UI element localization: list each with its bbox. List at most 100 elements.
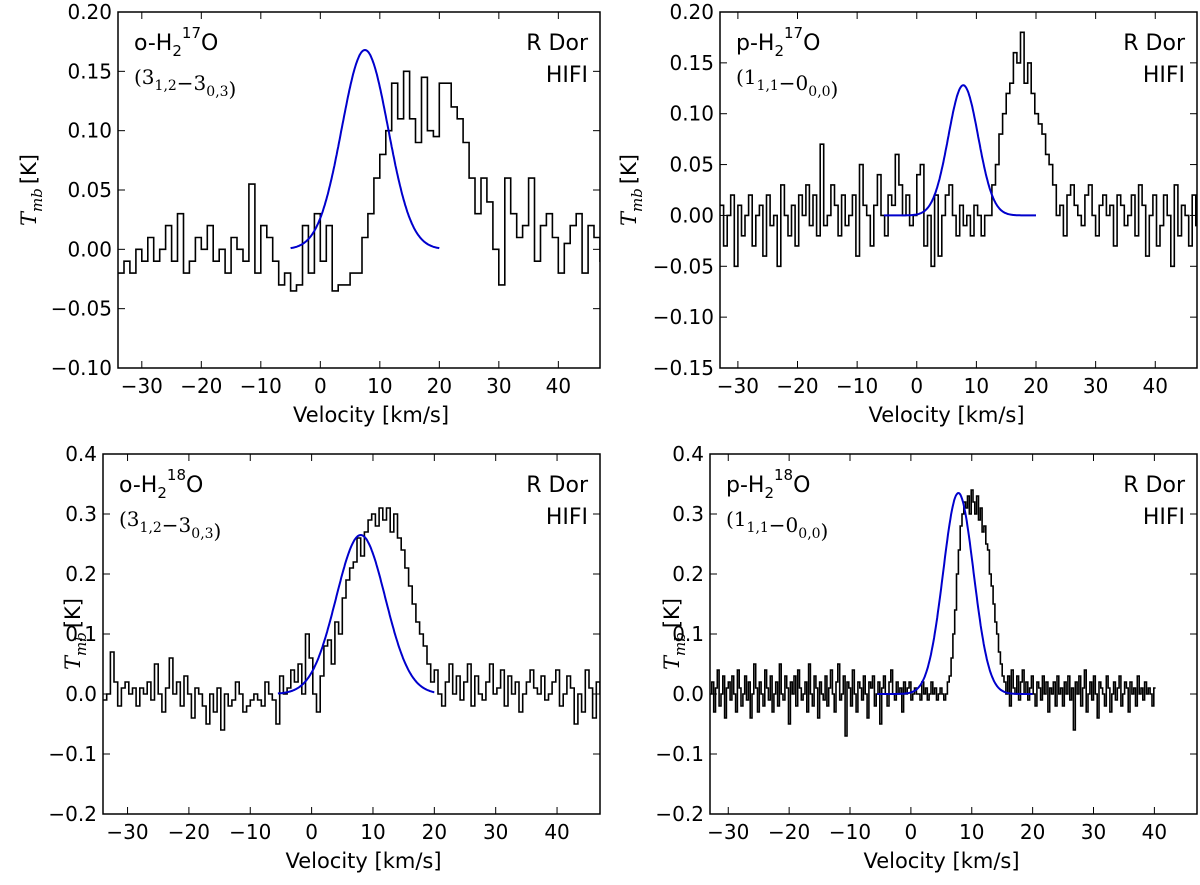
x-tick-label: 0: [910, 374, 923, 398]
instrument-label: HIFI: [1143, 63, 1185, 88]
x-tick-label: −10: [240, 374, 282, 398]
panel-4: −30 −20 −10 0 10 20 30 40 −0.2 −0.1 0.0 0.1 0.2 0.3 0.…: [655, 442, 1198, 873]
y-tick-label: 0.20: [67, 0, 112, 24]
panel-1: −30 −20 −10 0 10 20 30 40 −0.10 −0.05 0.00 0.05 0.10…: [17, 0, 601, 427]
y-tick-label: −0.05: [51, 297, 112, 321]
x-tick-label: 10: [367, 374, 392, 398]
y-tick-label: 0.20: [669, 0, 714, 24]
instrument-label: HIFI: [546, 505, 588, 530]
y-tick-label: −0.1: [48, 742, 97, 766]
y-tick-label: 0.2: [672, 562, 704, 586]
y-tick-label: 0.1: [65, 622, 97, 646]
x-tick-label: 40: [544, 820, 569, 844]
y-tick-label: 0.4: [65, 442, 97, 466]
fit-line: [884, 84, 1036, 217]
y-tick-label: 0.3: [65, 502, 97, 526]
y-tick-label: −0.2: [655, 802, 704, 826]
y-axis-label: Tmb[K]: [660, 598, 689, 670]
plot-frame: [102, 453, 601, 815]
x-tick-label: 10: [959, 820, 984, 844]
x-tick-label: −30: [121, 374, 163, 398]
species-label: p-H217O: [736, 24, 820, 60]
plot-frame: [709, 453, 1198, 815]
x-tick-label: −20: [776, 374, 818, 398]
x-tick-label: −20: [180, 374, 222, 398]
x-tick-label: 0: [314, 374, 327, 398]
y-axis-label: Tmb[K]: [17, 154, 46, 226]
y-tick-label: 0.05: [67, 178, 112, 202]
x-axis-label: Velocity [km/s]: [285, 849, 441, 873]
species-label: o-H218O: [119, 466, 203, 502]
x-tick-label: −10: [229, 820, 271, 844]
fit-line: [277, 533, 435, 695]
x-tick-label: 0: [305, 820, 318, 844]
x-tick-label: 20: [1023, 374, 1048, 398]
y-tick-label: 0.4: [672, 442, 704, 466]
transition-label: (11,1−00,0): [736, 65, 838, 101]
species-label: p-H218O: [726, 466, 810, 502]
y-tick-label: 0.2: [65, 562, 97, 586]
x-tick-label: 20: [422, 820, 447, 844]
y-tick-label: −0.10: [653, 305, 714, 329]
x-tick-label: 20: [1020, 820, 1045, 844]
source-label: R Dor: [526, 31, 589, 56]
x-tick-label: 30: [483, 820, 508, 844]
x-tick-label: 30: [486, 374, 511, 398]
x-axis-label: Velocity [km/s]: [863, 849, 1019, 873]
species-label: o-H217O: [134, 24, 218, 60]
y-axis-label: Tmb[K]: [617, 154, 646, 226]
transition-label: (31,2−30,3): [119, 507, 221, 543]
y-tick-label: 0.15: [669, 51, 714, 75]
x-tick-label: −30: [707, 820, 749, 844]
spectrum-line: [103, 507, 600, 731]
x-tick-label: −20: [768, 820, 810, 844]
y-tick-label: 0.10: [669, 102, 714, 126]
y-tick-label: 0.15: [67, 59, 112, 83]
y-tick-label: −0.05: [653, 254, 714, 278]
plot-frame: [719, 11, 1198, 369]
transition-label: (31,2−30,3): [134, 65, 236, 101]
x-tick-label: −10: [836, 374, 878, 398]
x-tick-label: 10: [360, 820, 385, 844]
y-tick-label: −0.10: [51, 356, 112, 380]
y-axis-label: Tmb[K]: [61, 598, 90, 670]
y-tick-label: 0.10: [67, 119, 112, 143]
x-axis-label: Velocity [km/s]: [868, 403, 1024, 427]
x-tick-label: 0: [905, 820, 918, 844]
fit-line: [877, 491, 1033, 695]
source-label: R Dor: [526, 473, 589, 498]
y-tick-label: −0.2: [48, 802, 97, 826]
panel-3: −30 −20 −10 0 10 20 30 40 −0.2 −0.1 0.0 0.1 0.2 0.3 0.…: [48, 442, 601, 873]
y-tick-label: 0.05: [669, 153, 714, 177]
y-tick-label: 0.00: [669, 203, 714, 227]
y-tick-label: 0.00: [67, 237, 112, 261]
transition-label: (11,1−00,0): [726, 507, 828, 543]
x-tick-label: −10: [829, 820, 871, 844]
x-tick-label: 40: [546, 374, 571, 398]
instrument-label: HIFI: [546, 63, 588, 88]
x-tick-label: 30: [1083, 374, 1108, 398]
x-tick-label: 40: [1143, 374, 1168, 398]
y-tick-label: 0.3: [672, 502, 704, 526]
spectrum-line: [720, 31, 1197, 268]
spectrum-line: [118, 70, 600, 292]
y-tick-label: 0.0: [672, 682, 704, 706]
plot-frame: [117, 11, 601, 369]
panel-2: −30 −20 −10 0 10 20 30 40 −0.15 −0.10 −0.05 0.00 0.0…: [617, 0, 1198, 427]
source-label: R Dor: [1123, 31, 1186, 56]
spectrum-line: [710, 489, 1156, 737]
instrument-label: HIFI: [1143, 505, 1185, 530]
fit-line: [290, 48, 440, 250]
x-tick-label: 10: [964, 374, 989, 398]
x-axis-label: Velocity [km/s]: [293, 403, 449, 427]
x-tick-label: 30: [1081, 820, 1106, 844]
x-tick-label: −30: [717, 374, 759, 398]
source-label: R Dor: [1123, 473, 1186, 498]
y-tick-label: 0.1: [672, 622, 704, 646]
x-tick-label: −30: [106, 820, 148, 844]
y-tick-label: 0.0: [65, 682, 97, 706]
y-tick-label: −0.1: [655, 742, 704, 766]
y-tick-label: −0.15: [653, 356, 714, 380]
x-tick-label: 20: [427, 374, 452, 398]
